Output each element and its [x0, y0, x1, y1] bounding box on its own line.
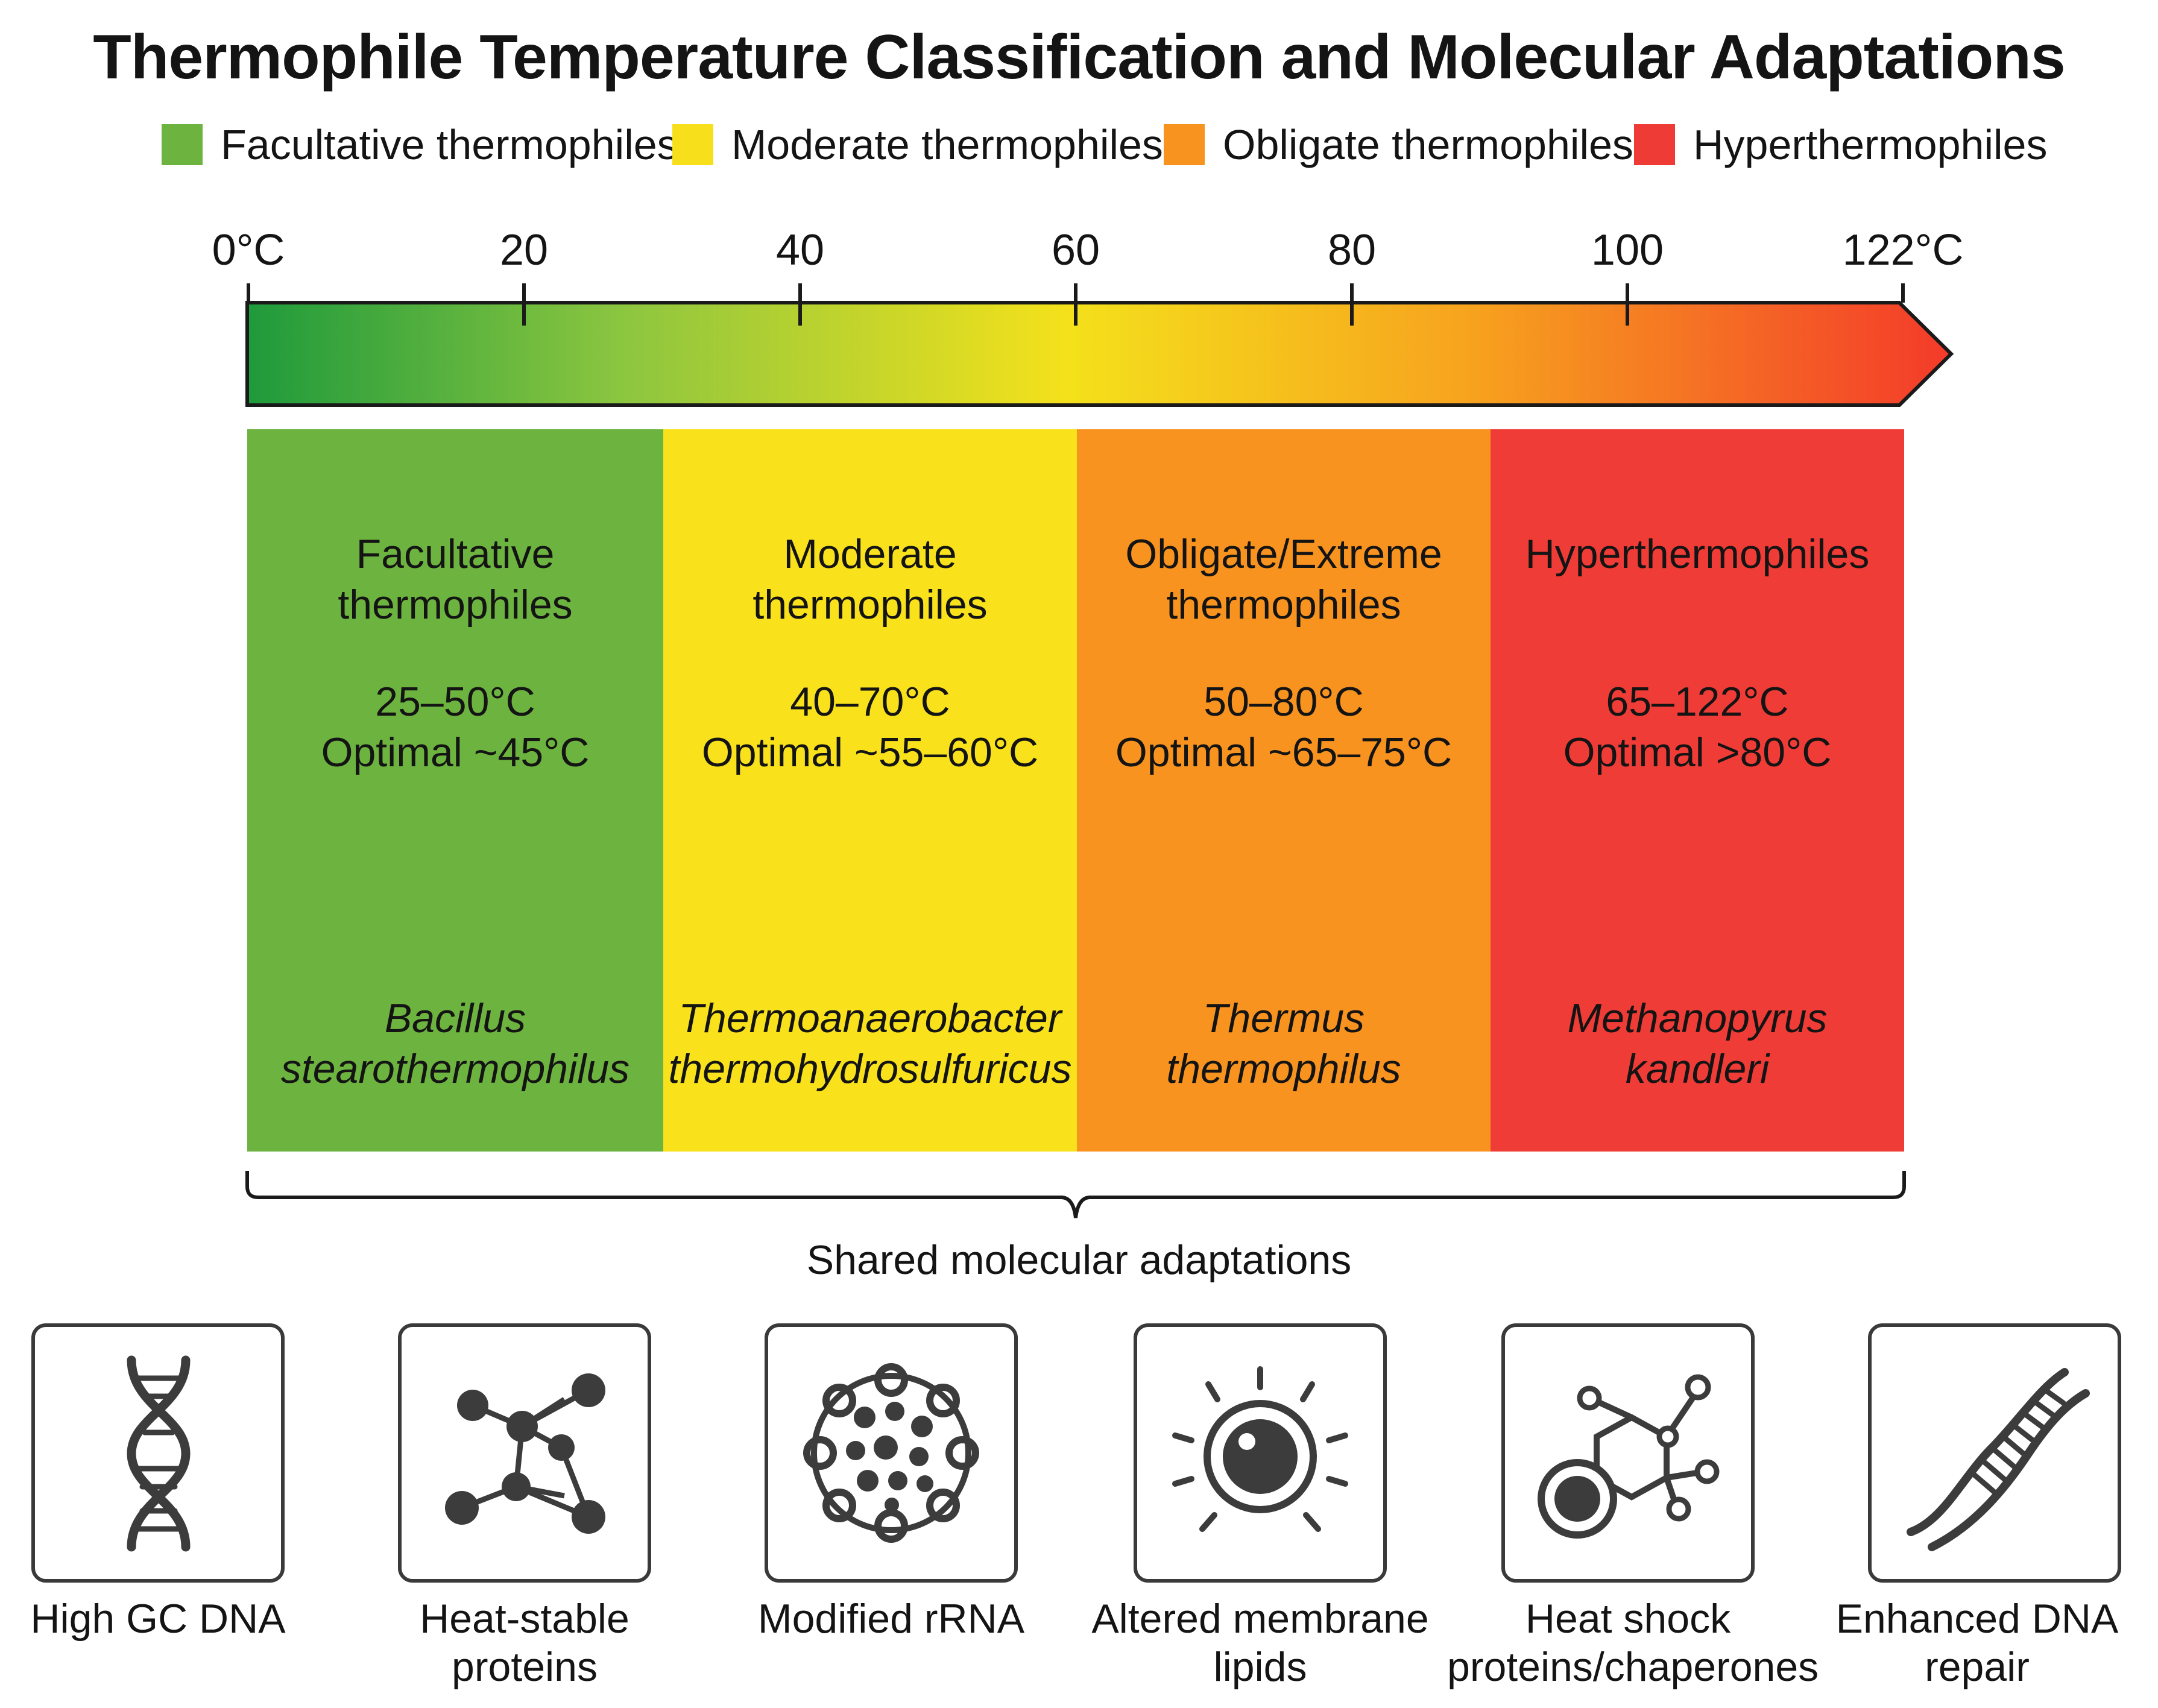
- category-optimal: Optimal ~45°C: [321, 730, 590, 775]
- membrane-lipid-sun-icon: [1172, 1366, 1348, 1532]
- adaptation-label: Altered membrane lipids: [1091, 1596, 1429, 1690]
- ribosome-cluster-icon: [803, 1363, 979, 1543]
- protein-network-icon: [445, 1373, 605, 1534]
- shared-adaptations-label: Shared molecular adaptations: [806, 1237, 1352, 1283]
- category-name: Hyperthermophiles: [1525, 531, 1870, 577]
- legend-label: Obligate thermophiles: [1223, 121, 1633, 168]
- tick-label: 0°C: [212, 226, 285, 274]
- category-hyperthermophiles: Hyperthermophiles 65–122°C Optimal >80°C…: [1491, 429, 1904, 1152]
- adaptation-label: Heat-stable proteins: [420, 1596, 629, 1690]
- adaptation-label: Enhanced DNA repair: [1835, 1596, 2119, 1690]
- legend-swatch: [162, 124, 203, 165]
- category-range: 25–50°C: [375, 679, 535, 725]
- category-range: 50–80°C: [1204, 679, 1364, 725]
- dna-repair-icon: [1907, 1368, 2090, 1551]
- tick-label: 40: [775, 226, 825, 274]
- adaptations-brace: [245, 1171, 1906, 1218]
- category-range: 40–70°C: [790, 679, 950, 725]
- legend-label: Facultative thermophiles: [221, 121, 678, 168]
- adaptation-card-altered-membrane-lipids: [1134, 1323, 1387, 1583]
- adaptation-card-heat-stable-proteins: [398, 1323, 651, 1583]
- category-optimal: Optimal ~65–75°C: [1115, 730, 1453, 775]
- category-name: Obligate/Extreme thermophiles: [1125, 531, 1442, 628]
- temperature-gradient-arrow: [245, 301, 1954, 407]
- scale-ticks: [247, 283, 1905, 326]
- page-title: Thermophile Temperature Classification a…: [93, 22, 2065, 92]
- category-obligate: Obligate/Extreme thermophiles 50–80°C Opt…: [1077, 429, 1491, 1152]
- adaptation-label: High GC DNA: [30, 1596, 286, 1642]
- tick-label: 100: [1591, 226, 1664, 274]
- adaptation-card-heat-shock-proteins: [1501, 1323, 1755, 1583]
- adaptation-label: Modified rRNA: [757, 1596, 1025, 1642]
- tick-label: 80: [1327, 226, 1377, 274]
- category-example-organism: Thermoanaerobacter thermohydrosulfuricus: [668, 995, 1072, 1092]
- category-moderate: Moderate thermophiles 40–70°C Optimal ~55…: [663, 429, 1077, 1152]
- adaptation-card-high-gc-dna: [31, 1323, 285, 1583]
- adaptation-card-modified-rrna: [765, 1323, 1018, 1583]
- tick-label: 20: [499, 226, 549, 274]
- adaptation-label: Heat shock proteins/chaperones: [1447, 1596, 1819, 1690]
- category-example-organism: Methanopyrus kandleri: [1567, 995, 1828, 1092]
- category-name: Moderate thermophiles: [752, 531, 988, 628]
- dna-double-helix-icon: [127, 1355, 191, 1552]
- category-example-organism: Bacillus stearothermophilus: [280, 995, 630, 1092]
- category-range: 65–122°C: [1606, 679, 1789, 725]
- category-optimal: Optimal ~55–60°C: [701, 730, 1039, 775]
- category-optimal: Optimal >80°C: [1563, 730, 1832, 775]
- tick-label: 122°C: [1842, 226, 1964, 274]
- legend-label: Hyperthermophiles: [1693, 121, 2048, 168]
- chaperone-molecule-icon: [1538, 1374, 1720, 1539]
- legend-swatch: [672, 124, 713, 165]
- category-facultative: Facultative thermophiles 25–50°C Optimal …: [247, 429, 663, 1152]
- legend-swatch: [1634, 124, 1675, 165]
- category-name: Facultative thermophiles: [338, 531, 573, 628]
- category-example-organism: Thermus thermophilus: [1166, 995, 1401, 1092]
- legend-swatch: [1164, 124, 1205, 165]
- tick-label: 60: [1051, 226, 1100, 274]
- adaptation-card-enhanced-dna-repair: [1868, 1323, 2121, 1583]
- legend-label: Moderate thermophiles: [731, 121, 1163, 168]
